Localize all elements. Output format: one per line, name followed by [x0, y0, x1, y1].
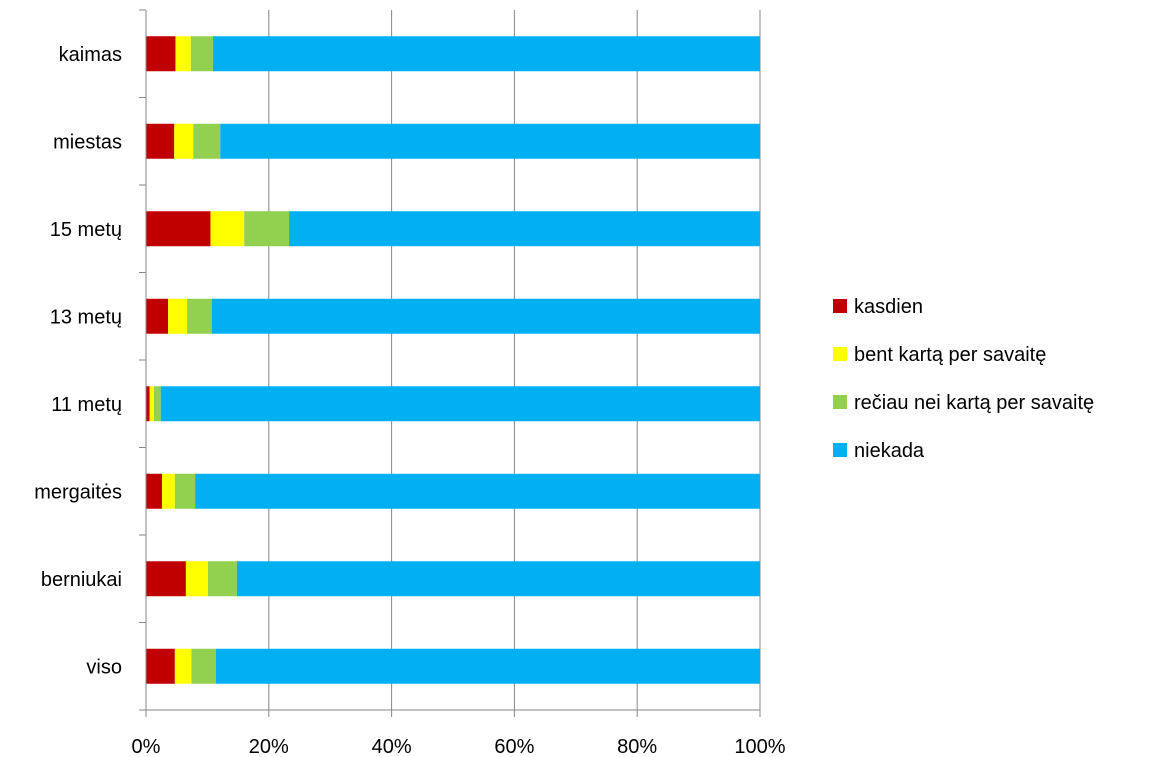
- axes: [139, 9, 761, 717]
- bar-segment: [289, 211, 760, 247]
- legend-swatch: [833, 347, 847, 361]
- bar-segment: [174, 123, 194, 159]
- bar-segment: [236, 561, 760, 597]
- legend: kasdien bent kartą per savaitę rečiau nei …: [833, 296, 1094, 462]
- bar-segment: [146, 386, 150, 422]
- category-label: miestas: [53, 131, 122, 153]
- bar-segment: [193, 123, 221, 159]
- bars: [146, 36, 761, 684]
- bar-segment: [146, 473, 162, 509]
- category-label: 13 metų: [50, 306, 122, 328]
- bar-segment: [168, 298, 188, 334]
- legend-swatch: [833, 299, 847, 313]
- legend-label: kasdien: [854, 296, 923, 318]
- bar-segment: [212, 36, 760, 72]
- legend-swatch: [833, 395, 847, 409]
- category-label: mergaitės: [34, 481, 122, 503]
- category-label: viso: [86, 656, 122, 678]
- bar-segment: [191, 648, 216, 684]
- bar-segment: [160, 386, 761, 422]
- bar-segment: [146, 561, 186, 597]
- category-labels: kaimas miestas 15 metų 13 metų 11 metų mergai…: [34, 44, 122, 679]
- bar-segment: [149, 386, 154, 422]
- bar-segment: [146, 648, 175, 684]
- bar-segment: [146, 123, 175, 159]
- bar-segment: [175, 36, 191, 72]
- bar-segment: [146, 36, 176, 72]
- bar-segment: [153, 386, 161, 422]
- category-label: 15 metų: [50, 219, 122, 241]
- legend-label: bent kartą per savaitę: [854, 344, 1046, 366]
- bar-segment: [190, 36, 213, 72]
- category-label: kaimas: [59, 44, 122, 66]
- x-tick-label: 20%: [249, 736, 289, 757]
- x-tick-labels: 0% 20% 40% 60% 80% 100%: [132, 736, 786, 757]
- x-tick-label: 80%: [617, 736, 657, 757]
- bar-segment: [220, 123, 760, 159]
- legend-label: niekada: [854, 440, 925, 462]
- bar-segment: [185, 561, 209, 597]
- bar-segment: [174, 473, 196, 509]
- bar-segment: [208, 561, 237, 597]
- x-tick-label: 40%: [372, 736, 412, 757]
- bar-segment: [210, 211, 245, 247]
- x-tick-label: 0%: [132, 736, 161, 757]
- bar-segment: [244, 211, 290, 247]
- legend-swatch: [833, 443, 847, 457]
- bar-segment: [215, 648, 761, 684]
- bar-segment: [195, 473, 760, 509]
- bar-segment: [211, 298, 760, 334]
- legend-label: rečiau nei kartą per savaitę: [854, 392, 1094, 414]
- bar-segment: [161, 473, 175, 509]
- bar-segment: [174, 648, 192, 684]
- bar-segment: [146, 298, 169, 334]
- category-label: berniukai: [41, 569, 122, 591]
- x-tick-label: 100%: [734, 736, 785, 757]
- x-tick-label: 60%: [494, 736, 534, 757]
- category-label: 11 metų: [51, 394, 122, 416]
- bar-segment: [146, 211, 211, 247]
- gridlines: [268, 10, 761, 710]
- bar-segment: [187, 298, 212, 334]
